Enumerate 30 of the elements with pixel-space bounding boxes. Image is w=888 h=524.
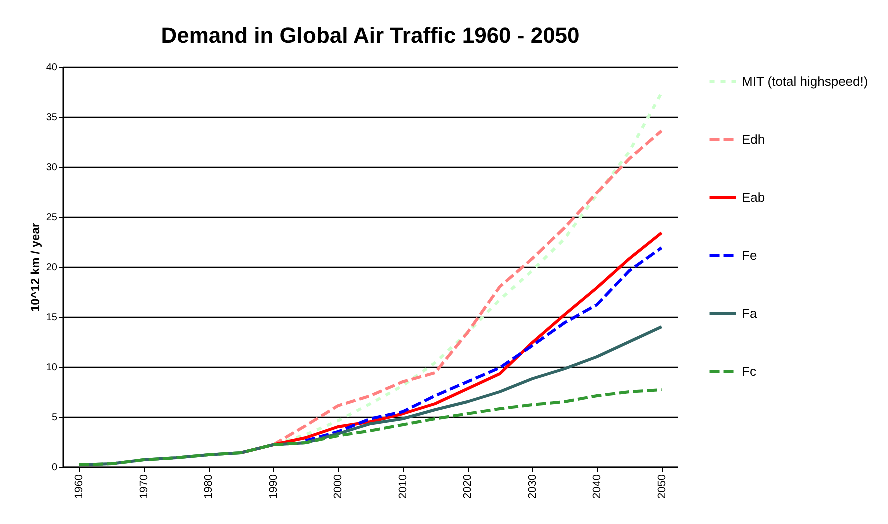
x-tick-label: 2030 (526, 474, 539, 499)
x-tick-label: 1980 (203, 474, 216, 499)
y-tick-label: 30 (46, 162, 58, 174)
line-series (272, 130, 664, 446)
x-tick-label: 2020 (462, 474, 474, 499)
line-series (304, 246, 664, 442)
x-tick-label: 1960 (74, 474, 86, 499)
y-tick-label: 40 (46, 62, 58, 74)
y-tick-label: 25 (46, 212, 58, 224)
y-axis-title: 10^12 km / year (28, 222, 42, 312)
y-tick-label: 35 (46, 112, 58, 124)
x-tick-label: 2040 (592, 474, 604, 499)
legend-label: MIT (total highspeed!) (742, 74, 868, 89)
legend-label: Fa (742, 306, 758, 321)
x-tick-label: 1970 (138, 474, 150, 499)
legend-label: Eab (742, 190, 766, 205)
x-tick-label: 2000 (332, 474, 345, 499)
x-tick-label: 2050 (656, 474, 668, 499)
x-tick-label: 2010 (397, 474, 410, 499)
legend-label: Edh (742, 132, 766, 147)
line-series (78, 388, 664, 466)
legend-label: Fe (742, 248, 758, 263)
y-tick-label: 15 (46, 312, 58, 324)
y-tick-label: 10 (46, 362, 58, 374)
x-tick-label: 1990 (268, 474, 280, 499)
legend-label: Fc (742, 364, 757, 379)
y-tick-label: 0 (52, 462, 58, 474)
y-tick-label: 5 (52, 412, 58, 424)
chart-title: Demand in Global Air Traffic 1960 - 2050 (161, 23, 580, 48)
y-tick-label: 20 (46, 262, 58, 274)
